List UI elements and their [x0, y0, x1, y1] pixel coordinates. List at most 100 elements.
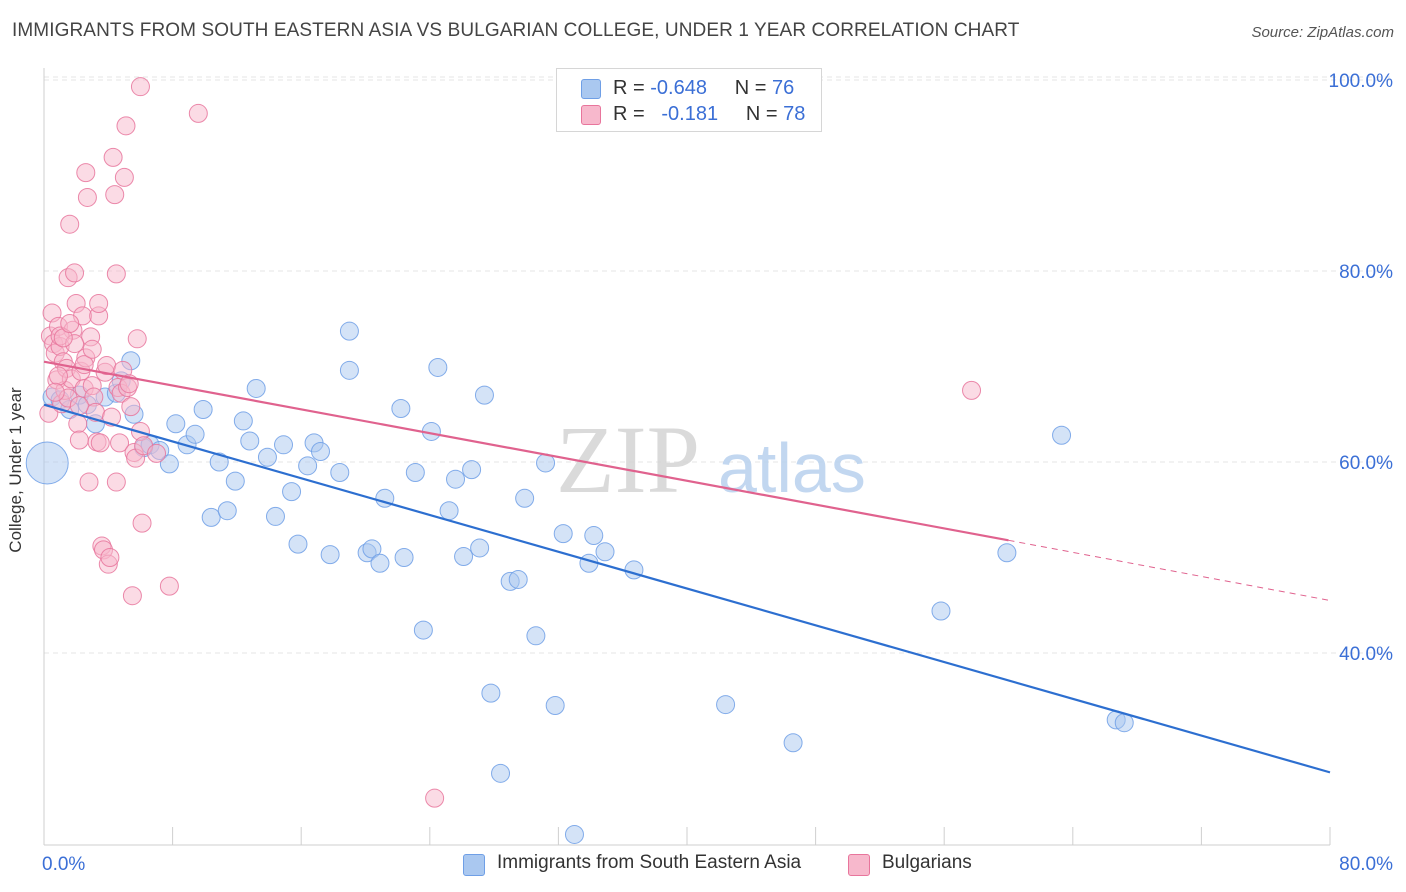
point-bulgarians [110, 433, 130, 453]
y-tick-label: 40.0% [1339, 644, 1393, 665]
point-immigrants-se-asia [201, 507, 221, 527]
legend-n-value: 78 [783, 103, 806, 125]
point-immigrants-se-asia [439, 501, 459, 521]
watermark-zip: ZIP [556, 406, 700, 513]
trendline-immigrants-se-asia [43, 403, 1331, 774]
point-bulgarians [114, 167, 134, 187]
point-immigrants-se-asia [584, 526, 604, 546]
stats-legend: R = -0.648 N = 76 R = -0.181 N = 78 [556, 68, 822, 132]
point-immigrants-se-asia [370, 553, 390, 573]
point-bulgarians [962, 380, 982, 400]
point-immigrants-se-asia [159, 454, 179, 474]
point-immigrants-se-asia [362, 539, 382, 559]
x-tick-label: 0.0% [42, 854, 85, 875]
point-immigrants-se-asia [931, 601, 951, 621]
point-bulgarians [105, 185, 125, 205]
point-immigrants-se-asia [330, 463, 350, 483]
point-immigrants-se-asia [428, 357, 448, 377]
point-immigrants-se-asia [474, 385, 494, 405]
legend-swatch-blue [581, 79, 601, 99]
point-bulgarians [89, 293, 109, 313]
bottom-legend-label: Bulgarians [882, 852, 972, 873]
point-bulgarians [106, 472, 126, 492]
point-bulgarians [45, 382, 65, 402]
watermark-atlas: atlas [718, 429, 866, 507]
point-bulgarians [116, 116, 136, 136]
point-immigrants-se-asia [454, 547, 474, 567]
point-immigrants-se-asia [320, 545, 340, 565]
bottom-legend-swatch-pink [848, 854, 870, 876]
point-immigrants-se-asia [310, 441, 330, 461]
point-immigrants-se-asia [394, 548, 414, 567]
point-bulgarians [60, 214, 80, 234]
point-immigrants-se-asia [716, 695, 736, 715]
point-immigrants-se-asia [246, 378, 266, 398]
point-immigrants-se-asia [526, 626, 546, 646]
point-bulgarians [147, 443, 167, 463]
legend-r-value: -0.181 [661, 103, 719, 125]
point-bulgarians [39, 403, 59, 423]
legend-r-label: R = [613, 103, 645, 125]
point-bulgarians [48, 366, 68, 386]
point-immigrants-se-asia [462, 460, 482, 480]
y-tick-label: 100.0% [1329, 71, 1394, 92]
point-bulgarians [77, 187, 97, 207]
point-bulgarians [60, 314, 80, 334]
point-immigrants-se-asia [413, 620, 433, 640]
point-immigrants-se-asia [339, 321, 359, 341]
point-immigrants-se-asia [240, 431, 260, 451]
point-immigrants-se-asia [470, 538, 490, 558]
point-bulgarians [121, 397, 141, 417]
chart-title: IMMIGRANTS FROM SOUTH EASTERN ASIA VS BU… [12, 20, 1020, 41]
point-immigrants-se-asia [564, 824, 584, 844]
point-immigrants-se-asia [491, 763, 511, 783]
point-bulgarians [127, 329, 147, 349]
point-immigrants-se-asia [288, 534, 308, 554]
y-tick-label: 80.0% [1339, 262, 1393, 283]
trendline-bulgarians [43, 360, 1009, 542]
point-immigrants-se-asia [274, 435, 294, 455]
point-immigrants-se-asia [783, 733, 803, 753]
point-immigrants-se-asia [225, 471, 245, 491]
point-bulgarians [188, 103, 208, 123]
point-immigrants-se-asia [545, 696, 565, 716]
point-bulgarians [76, 163, 96, 183]
point-immigrants-se-asia [298, 456, 318, 476]
point-bulgarians [68, 414, 88, 434]
bottom-legend-label: Immigrants from South Eastern Asia [497, 852, 802, 873]
tick-labels: 40.0% 60.0% 80.0% 100.0% 0.0% 80.0% [42, 71, 1393, 875]
point-immigrants-se-asia [997, 543, 1017, 563]
point-bulgarians [122, 586, 142, 606]
point-immigrants-se-asia [446, 469, 466, 489]
watermark: ZIP atlas [556, 406, 866, 513]
point-bulgarians [82, 339, 102, 359]
point-bulgarians [130, 77, 150, 97]
point-immigrants-se-asia [185, 424, 205, 444]
point-immigrants-se-asia [233, 411, 253, 431]
point-bulgarians [65, 263, 85, 283]
point-bulgarians [90, 433, 110, 453]
chart-source: Source: ZipAtlas.com [1251, 24, 1394, 41]
legend-n-label: N = [734, 77, 767, 99]
legend-n-label: N = [745, 103, 778, 125]
point-immigrants-se-asia [265, 506, 285, 526]
point-immigrants-se-asia [217, 501, 237, 521]
legend-n-value: 76 [772, 77, 795, 99]
point-immigrants-se-asia [515, 488, 535, 508]
point-bulgarians [103, 147, 123, 167]
legend-r-label: R = [613, 77, 645, 99]
point-immigrants-se-asia [209, 452, 229, 472]
point-immigrants-se-asia [481, 683, 501, 703]
gridlines [44, 76, 1394, 654]
point-bulgarians [132, 513, 152, 533]
bottom-legend-swatch-blue [463, 854, 485, 876]
point-immigrants-se-asia [166, 414, 186, 434]
trend-lines [43, 360, 1331, 774]
point-bulgarians [79, 472, 99, 492]
point-bulgarians [100, 548, 120, 567]
point-immigrants-se-asia [391, 399, 411, 419]
point-bulgarians [425, 788, 445, 808]
point-immigrants-se-asia [257, 447, 277, 467]
points [25, 77, 1134, 844]
point-immigrants-se-asia [405, 463, 425, 483]
